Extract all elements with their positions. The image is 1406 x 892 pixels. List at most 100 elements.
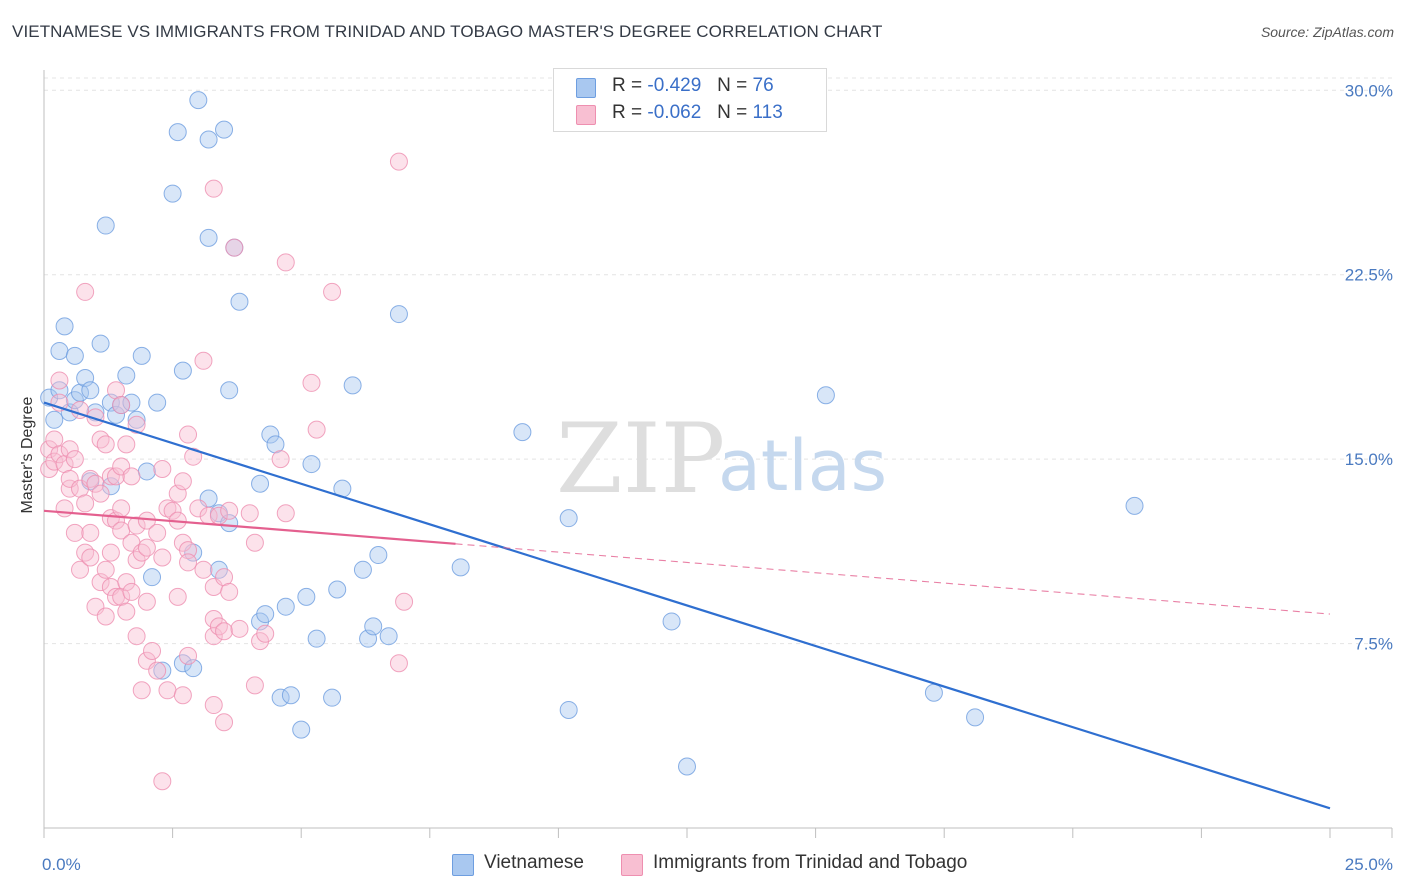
point-vietnamese xyxy=(364,617,383,636)
point-vietnamese xyxy=(292,720,311,739)
point-trinidad xyxy=(220,501,239,520)
point-trinidad xyxy=(225,238,244,257)
point-vietnamese xyxy=(163,184,182,203)
gridlines xyxy=(44,77,1392,645)
point-trinidad xyxy=(148,661,167,680)
legend-r-value: -0.062 xyxy=(647,102,702,123)
point-trinidad xyxy=(132,681,151,700)
point-vietnamese xyxy=(81,381,100,400)
point-vietnamese xyxy=(297,587,316,606)
y-axis-label: Master's Degree xyxy=(19,396,36,513)
point-vietnamese xyxy=(137,462,156,481)
bottom-legend-swatch-trinidad xyxy=(621,854,643,876)
point-trinidad xyxy=(148,523,167,542)
point-vietnamese xyxy=(261,425,280,444)
legend-swatch-trinidad xyxy=(576,105,596,125)
legend-r-value: -0.429 xyxy=(647,75,702,96)
point-vietnamese xyxy=(132,346,151,365)
watermark: ZIP atlas xyxy=(556,403,887,515)
point-vietnamese xyxy=(117,366,136,385)
point-trinidad xyxy=(307,420,326,439)
point-vietnamese xyxy=(924,683,943,702)
point-trinidad xyxy=(323,282,342,301)
y-tick-label: 7.5% xyxy=(1354,635,1393,654)
point-trinidad xyxy=(60,440,79,459)
point-trinidad xyxy=(395,592,414,611)
point-trinidad xyxy=(81,469,100,488)
point-trinidad xyxy=(173,472,192,491)
point-trinidad xyxy=(194,351,213,370)
point-trinidad xyxy=(71,560,90,579)
point-trinidad xyxy=(50,371,69,390)
point-vietnamese xyxy=(256,605,275,624)
y-tick-label: 30.0% xyxy=(1345,81,1393,100)
axes xyxy=(43,70,1393,838)
point-trinidad xyxy=(137,538,156,557)
point-vietnamese xyxy=(323,688,342,707)
point-vietnamese xyxy=(122,393,141,412)
point-vietnamese xyxy=(220,514,239,533)
point-trinidad xyxy=(158,681,177,700)
point-vietnamese xyxy=(143,568,162,587)
point-vietnamese xyxy=(379,627,398,646)
point-trinidad xyxy=(302,373,321,392)
point-trinidad xyxy=(245,676,264,695)
point-trinidad xyxy=(163,501,182,520)
trend-line-trinidad xyxy=(43,509,456,545)
point-trinidad xyxy=(276,504,295,523)
point-trinidad xyxy=(112,499,131,518)
point-trinidad xyxy=(184,447,203,466)
point-trinidad xyxy=(215,713,234,732)
point-trinidad xyxy=(204,627,223,646)
point-trinidad xyxy=(215,622,234,641)
point-vietnamese xyxy=(50,381,69,400)
point-trinidad xyxy=(96,435,115,454)
point-trinidad xyxy=(127,627,146,646)
chart-title: VIETNAMESE VS IMMIGRANTS FROM TRINIDAD A… xyxy=(12,22,883,41)
point-trinidad xyxy=(65,450,84,469)
legend-n-value: 113 xyxy=(752,102,783,123)
y-tick-label: 22.5% xyxy=(1345,266,1393,285)
point-vietnamese xyxy=(662,612,681,631)
point-trinidad xyxy=(153,772,172,791)
stats-legend: R = -0.429 N = 76 R = -0.062 N = 113 xyxy=(553,68,827,132)
watermark-zip: ZIP xyxy=(556,403,725,515)
point-trinidad xyxy=(76,494,95,513)
point-vietnamese xyxy=(148,393,167,412)
x-tick-label: 25.0% xyxy=(1345,855,1393,874)
trend-line-vietnamese xyxy=(43,401,1331,810)
point-trinidad xyxy=(256,624,275,643)
point-trinidad xyxy=(76,543,95,562)
point-trinidad xyxy=(101,543,120,562)
point-vietnamese xyxy=(302,455,321,474)
point-vietnamese xyxy=(343,376,362,395)
point-vietnamese xyxy=(91,334,110,353)
point-vietnamese xyxy=(328,580,347,599)
point-vietnamese xyxy=(389,305,408,324)
point-trinidad xyxy=(240,504,259,523)
tick-labels: 7.5% 15.0% 22.5% 30.0% 0.0% 25.0% xyxy=(42,81,1393,874)
point-vietnamese xyxy=(189,91,208,110)
point-trinidad xyxy=(220,582,239,601)
watermark-atlas: atlas xyxy=(718,425,887,507)
point-vietnamese xyxy=(101,477,120,496)
point-trinidad xyxy=(204,696,223,715)
point-vietnamese xyxy=(513,423,532,442)
point-trinidad xyxy=(194,560,213,579)
trend-lines xyxy=(43,401,1331,810)
point-trinidad xyxy=(389,152,408,171)
point-vietnamese xyxy=(45,410,64,429)
point-vietnamese xyxy=(678,757,696,776)
point-trinidad xyxy=(230,619,249,638)
point-vietnamese xyxy=(816,386,835,405)
legend-n-label: N = xyxy=(717,75,748,96)
point-vietnamese xyxy=(107,405,126,424)
point-trinidad xyxy=(81,548,100,567)
point-trinidad xyxy=(112,396,131,415)
point-vietnamese xyxy=(559,509,578,528)
point-vietnamese xyxy=(220,381,239,400)
point-vietnamese xyxy=(1125,496,1144,515)
point-trinidad xyxy=(117,573,136,592)
point-vietnamese xyxy=(271,688,290,707)
